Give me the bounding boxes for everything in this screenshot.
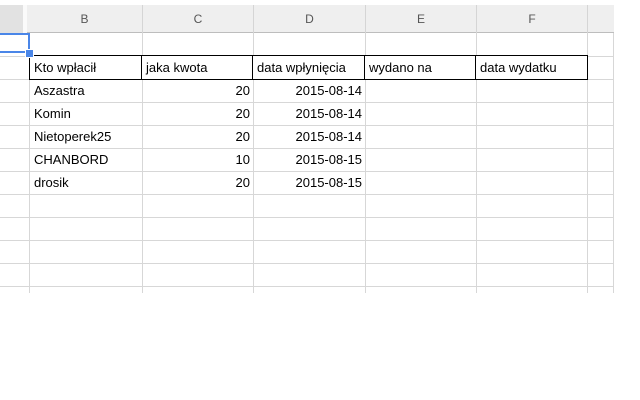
cell-data-wplyniecia[interactable]: 2015-08-14 bbox=[295, 129, 363, 144]
cell-data-wplyniecia[interactable]: 2015-08-15 bbox=[295, 152, 363, 167]
header-cell-data-wplyniecia[interactable]: data wpłynięcia bbox=[253, 56, 365, 79]
table-row: Nietoperek25 20 2015-08-14 bbox=[29, 125, 587, 148]
header-cell-wydano-na[interactable]: wydano na bbox=[365, 56, 476, 79]
column-header-e[interactable]: E bbox=[365, 5, 476, 33]
cell-kto[interactable]: Nietoperek25 bbox=[34, 129, 112, 144]
cell-kto[interactable]: Komin bbox=[34, 106, 71, 121]
table-row: drosik 20 2015-08-15 bbox=[29, 171, 587, 194]
column-header-b[interactable]: B bbox=[80, 12, 89, 26]
header-cell-kto-wplacil[interactable]: Kto wpłacił bbox=[30, 56, 142, 79]
cell-data-wplyniecia[interactable]: 2015-08-14 bbox=[295, 106, 363, 121]
fill-handle[interactable] bbox=[26, 50, 33, 57]
gridline-v bbox=[142, 33, 143, 293]
gridline-h bbox=[0, 194, 614, 195]
selected-cell[interactable] bbox=[0, 33, 30, 53]
gridline-v bbox=[365, 33, 366, 293]
gridline-h bbox=[0, 217, 614, 218]
gridline-h bbox=[0, 148, 614, 149]
cell-wydano[interactable] bbox=[365, 171, 476, 194]
cell-kto[interactable]: drosik bbox=[34, 175, 69, 190]
gridline-v bbox=[587, 33, 588, 293]
header-cell-jaka-kwota[interactable]: jaka kwota bbox=[142, 56, 253, 79]
gridline-h bbox=[0, 286, 614, 287]
cell-kto[interactable]: CHANBORD bbox=[34, 152, 109, 167]
column-header-f[interactable]: F bbox=[476, 5, 587, 33]
cell-data-wydatku[interactable] bbox=[476, 148, 587, 171]
gridline-h bbox=[0, 240, 614, 241]
gridline-v bbox=[253, 33, 254, 293]
cell-data-wplyniecia[interactable]: 2015-08-14 bbox=[295, 83, 363, 98]
cell-data-wydatku[interactable] bbox=[476, 79, 587, 102]
cell-kwota[interactable]: 10 bbox=[235, 152, 250, 167]
column-header-separator bbox=[23, 5, 27, 33]
cell-data-wydatku[interactable] bbox=[476, 171, 587, 194]
cell-wydano[interactable] bbox=[365, 79, 476, 102]
column-header-d[interactable]: D bbox=[253, 5, 365, 33]
column-header-c[interactable]: C bbox=[142, 5, 253, 33]
cell-kwota[interactable]: 20 bbox=[235, 129, 250, 144]
cell-kwota[interactable]: 20 bbox=[235, 83, 250, 98]
table-row: Komin 20 2015-08-14 bbox=[29, 102, 587, 125]
cell-wydano[interactable] bbox=[365, 148, 476, 171]
gridline-h bbox=[0, 102, 614, 103]
gridline-h bbox=[0, 263, 614, 264]
column-header-a-partial[interactable] bbox=[0, 5, 23, 33]
cell-wydano[interactable] bbox=[365, 102, 476, 125]
column-header-band: B C D E F bbox=[0, 5, 614, 33]
cell-data-wydatku[interactable] bbox=[476, 102, 587, 125]
cell-kwota[interactable]: 20 bbox=[235, 106, 250, 121]
table-row: Aszastra 20 2015-08-14 bbox=[29, 79, 587, 102]
cell-wydano[interactable] bbox=[365, 125, 476, 148]
column-header-g-partial[interactable] bbox=[587, 5, 614, 33]
cell-data-wplyniecia[interactable]: 2015-08-15 bbox=[295, 175, 363, 190]
gridline-v bbox=[29, 33, 30, 293]
table-header-row: Kto wpłacił jaka kwota data wpłynięcia w… bbox=[29, 55, 588, 80]
gridline-h bbox=[0, 171, 614, 172]
gridline-h bbox=[0, 125, 614, 126]
gridline-v bbox=[476, 33, 477, 293]
cell-kto[interactable]: Aszastra bbox=[34, 83, 85, 98]
cell-data-wydatku[interactable] bbox=[476, 125, 587, 148]
cell-kwota[interactable]: 20 bbox=[235, 175, 250, 190]
table-row: CHANBORD 10 2015-08-15 bbox=[29, 148, 587, 171]
header-cell-data-wydatku[interactable]: data wydatku bbox=[480, 60, 557, 75]
gridline-v bbox=[613, 33, 614, 293]
